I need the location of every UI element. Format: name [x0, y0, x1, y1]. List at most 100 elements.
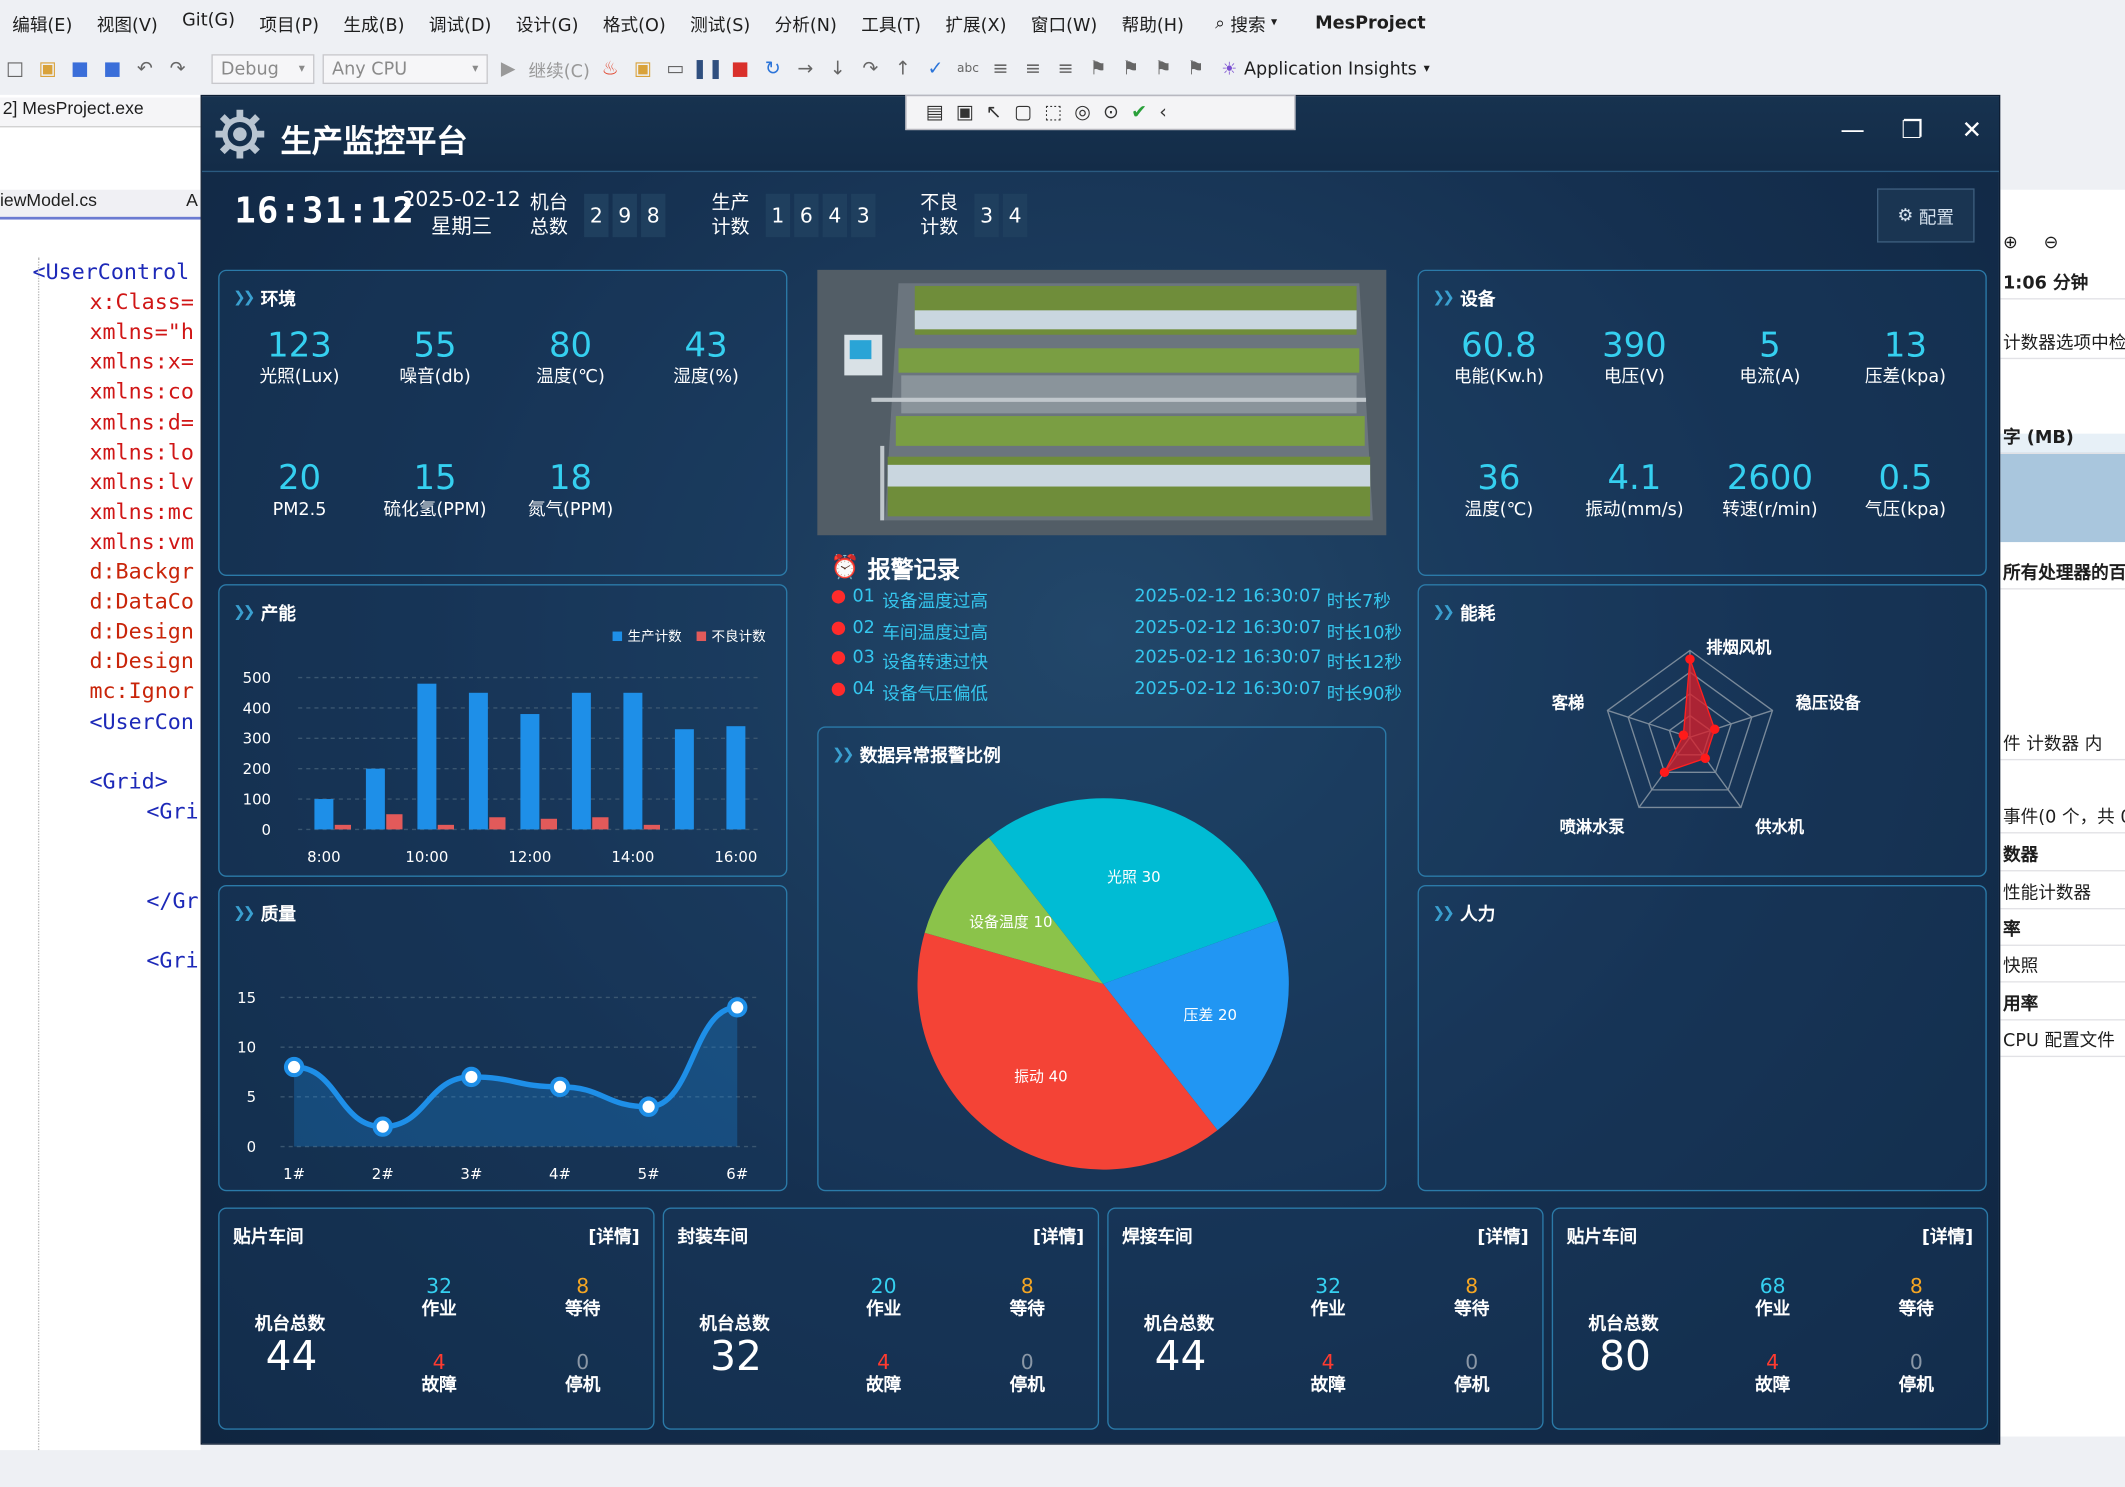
save-icon[interactable]: ■: [70, 58, 89, 80]
alarm-row[interactable]: ● 02 车间温度过高 2025-02-12 16:30:07 时长10秒: [831, 617, 1402, 643]
diagnostic-row: 件 计数器 内: [2003, 734, 2103, 755]
bookmark-icon[interactable]: ⚑: [1089, 58, 1107, 80]
file-tab[interactable]: iewModel.cs A: [0, 189, 201, 220]
menu-item[interactable]: 编辑(E): [12, 15, 73, 36]
track-focus-icon[interactable]: ⬚: [1044, 101, 1063, 124]
stat-value: 8: [576, 1273, 590, 1299]
metric-value: 123: [267, 325, 332, 365]
alarm-row[interactable]: ● 04 设备气压偏低 2025-02-12 16:30:07 时长90秒: [831, 678, 1402, 704]
menu-item[interactable]: 测试(S): [690, 15, 751, 36]
config-button[interactable]: ⚙ 配置: [1876, 188, 1975, 243]
machine-label-line2: 总数: [529, 216, 568, 239]
menu-item[interactable]: 格式(O): [602, 15, 666, 36]
hot-reload-icon[interactable]: ♨: [601, 58, 619, 80]
platform-select[interactable]: Any CPU ▾: [322, 54, 488, 85]
workshop-detail-link[interactable]: [详情]: [1032, 1227, 1085, 1249]
alarm-row[interactable]: ● 03 设备转速过快 2025-02-12 16:30:07 时长12秒: [831, 648, 1402, 674]
restore-button[interactable]: ❐: [1901, 115, 1924, 145]
play-icon[interactable]: ▶: [500, 58, 516, 80]
open-folder-icon[interactable]: ▣: [38, 58, 57, 80]
step-over-icon[interactable]: ↷: [862, 58, 879, 80]
menu-item[interactable]: 项目(P): [259, 15, 320, 36]
config-value: Debug: [220, 58, 279, 80]
workshop-stat-wait: 8 等待: [1431, 1274, 1512, 1323]
alarm-row[interactable]: ● 01 设备温度过高 2025-02-12 16:30:07 时长7秒: [831, 587, 1391, 613]
undo-icon[interactable]: ↶: [137, 58, 153, 80]
workshop-detail-link[interactable]: [详情]: [1477, 1227, 1529, 1249]
layout-adorner-icon[interactable]: ▢: [1013, 101, 1032, 124]
bar-production: [417, 683, 437, 830]
digit-box: 6: [794, 193, 819, 238]
check-icon[interactable]: ✔: [1131, 101, 1148, 124]
step-next-icon[interactable]: →: [797, 58, 814, 80]
workshop-card: 封装车间 [详情] 机台总数 32 20 作业 8 等待 4 故障 0 停机: [662, 1207, 1100, 1430]
menu-item[interactable]: 分析(N): [774, 15, 837, 36]
menu-item[interactable]: 视图(V): [96, 15, 158, 36]
diagnostic-row: 快照: [2003, 956, 2039, 978]
stat-value: 8: [1465, 1273, 1479, 1299]
config-select[interactable]: Debug ▾: [211, 54, 315, 85]
diagnostics-icon[interactable]: ✓: [927, 58, 944, 80]
continue-button[interactable]: 继续(C): [528, 61, 590, 82]
alarm-duration: 时长7秒: [1326, 592, 1391, 613]
search-icon: ⌕: [1215, 12, 1225, 34]
uncomment-icon[interactable]: ≡: [1057, 58, 1074, 80]
new-item-icon[interactable]: □: [5, 58, 24, 80]
machine-total-label: 机台总数: [699, 1314, 770, 1335]
menu-item[interactable]: 调试(D): [428, 15, 492, 36]
menu-item[interactable]: 帮助(H): [1121, 15, 1184, 36]
app-insights-button[interactable]: ☀ Application Insights ▾: [1221, 59, 1429, 79]
process-tab[interactable]: 2] MesProject.exe: [0, 97, 201, 128]
machine-total-label: 机台总数: [1143, 1314, 1215, 1335]
zoom-out-icon[interactable]: ⊖: [2043, 233, 2059, 254]
menu-item[interactable]: 工具(T): [861, 15, 922, 36]
memory-graph: [2000, 447, 2125, 543]
chevron-right-icon: ❯❯: [1432, 903, 1454, 922]
window-icon[interactable]: ▭: [666, 58, 685, 80]
zoom-in-icon[interactable]: ⊕: [2003, 233, 2018, 254]
live-tree-icon[interactable]: ▤: [925, 101, 944, 124]
metric-value: 18: [548, 458, 593, 498]
pause-icon[interactable]: ❚❚: [691, 58, 724, 80]
bookmark-next-icon[interactable]: ⚑: [1154, 58, 1172, 80]
folder-icon[interactable]: ▣: [633, 58, 652, 80]
minimize-button[interactable]: —: [1840, 115, 1865, 145]
menu-item[interactable]: 扩展(X): [945, 15, 1007, 36]
workshop-card: 贴片车间 [详情] 机台总数 44 32 作业 8 等待 4 故障 0 停机: [218, 1207, 655, 1430]
bookmark-clear-icon[interactable]: ⚑: [1187, 58, 1205, 80]
select-element-icon[interactable]: ↖: [985, 101, 1002, 124]
binding-icon[interactable]: ◎: [1074, 101, 1091, 124]
machine-total-value: 32: [710, 1333, 762, 1381]
workshop-detail-link[interactable]: [详情]: [1921, 1227, 1974, 1249]
step-out-icon[interactable]: ↑: [894, 58, 911, 80]
panel-title: ❯❯ 设备: [1432, 285, 1495, 311]
format-icon[interactable]: ≡: [992, 58, 1009, 80]
bookmark-prev-icon[interactable]: ⚑: [1122, 58, 1140, 80]
legend-swatch: [612, 631, 623, 642]
menu-item[interactable]: 窗口(W): [1030, 15, 1098, 36]
menu-item[interactable]: 设计(G): [515, 15, 579, 36]
camera-icon[interactable]: ▣: [955, 101, 974, 124]
spellcheck-icon[interactable]: abc: [956, 62, 979, 76]
menu-item[interactable]: 生成(B): [343, 15, 405, 36]
restart-icon[interactable]: ↻: [764, 58, 781, 80]
save-all-icon[interactable]: ■: [103, 58, 122, 80]
radar-ring: [1647, 693, 1733, 774]
accessibility-icon[interactable]: ⊙: [1103, 101, 1119, 124]
stop-icon[interactable]: ■: [731, 58, 750, 80]
stat-label: 作业: [865, 1299, 902, 1320]
close-button[interactable]: ✕: [1961, 115, 1983, 145]
capacity-title: 产能: [260, 604, 297, 625]
digit-box: 9: [612, 193, 637, 238]
menu-item[interactable]: Git(G): [182, 10, 236, 31]
collapse-icon[interactable]: ‹: [1159, 101, 1167, 124]
workshop-detail-link[interactable]: [详情]: [588, 1227, 640, 1249]
legend-label: 不良计数: [711, 629, 766, 645]
comment-icon[interactable]: ≡: [1025, 58, 1041, 80]
workshop-stat-fault: 4 故障: [843, 1350, 924, 1399]
workshop-stat-wait: 8 等待: [987, 1274, 1068, 1323]
redo-icon[interactable]: ↷: [169, 58, 186, 80]
ide-search[interactable]: ⌕ 搜索 ▾: [1215, 10, 1277, 36]
step-into-icon[interactable]: ↓: [829, 58, 846, 80]
